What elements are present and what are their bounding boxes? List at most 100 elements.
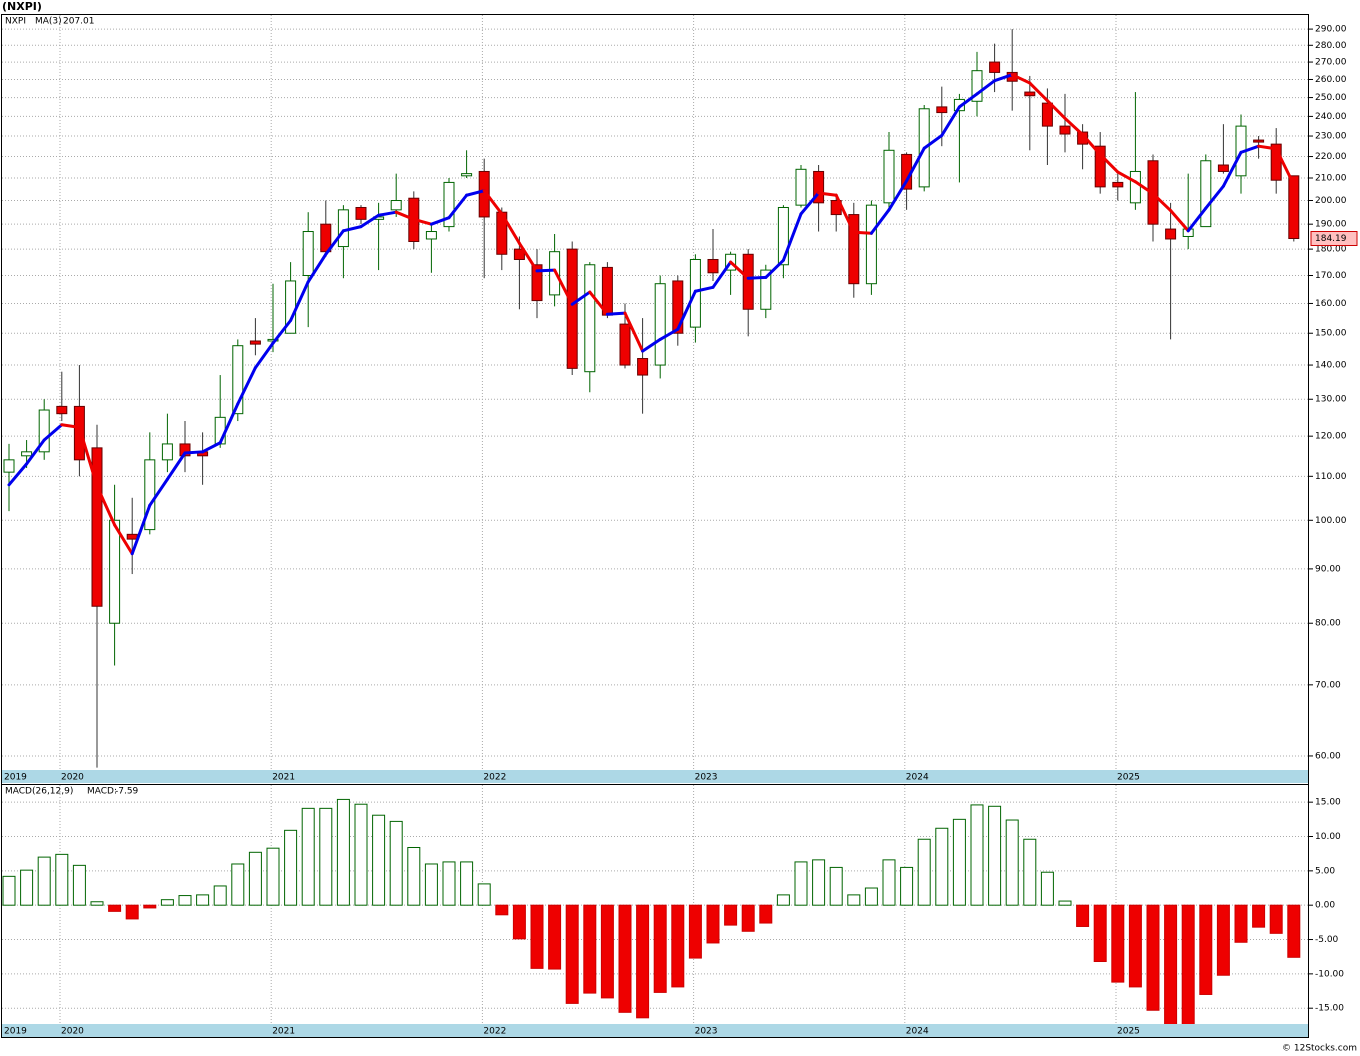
legend-ma-value: 207.01 (63, 17, 95, 27)
macd-bar (864, 887, 878, 906)
ma-line (729, 260, 750, 280)
y-tick-label: 290.00 (1315, 25, 1347, 35)
candle-body (249, 340, 261, 345)
y-tick-label: 130.00 (1315, 395, 1347, 405)
y-tick-label: 240.00 (1315, 112, 1347, 122)
ma-line (25, 438, 46, 466)
macd-bar (319, 807, 333, 906)
candle-body (337, 209, 349, 248)
macd-bar (618, 904, 632, 1013)
candle-body (936, 106, 948, 114)
macd-bar (900, 866, 914, 906)
candle-body (813, 170, 825, 204)
y-tick-label: -5.00 (1315, 935, 1339, 945)
ma-line (201, 441, 222, 454)
macd-bar (1269, 904, 1283, 934)
y-tick-label: 270.00 (1315, 58, 1347, 68)
last-price-label: 184.19 (1315, 234, 1347, 244)
macd-bar (759, 904, 773, 924)
macd-bar (284, 829, 298, 906)
macd-bar (970, 804, 984, 906)
macd-bar (724, 904, 738, 926)
candle-body (461, 173, 473, 177)
x-tick-label: 2022 (483, 1027, 506, 1037)
ma-line (905, 146, 926, 183)
legend-symbol: NXPI (5, 17, 26, 27)
y-tick-label: 220.00 (1315, 152, 1347, 162)
macd-bar (2, 875, 16, 906)
ma-line (1204, 184, 1225, 210)
ma-line (377, 210, 398, 217)
ma-line (482, 189, 504, 216)
macd-bar (1287, 904, 1301, 958)
macd-bar (336, 798, 350, 906)
ma-line (429, 216, 451, 226)
macd-bar (55, 853, 69, 906)
ma-line (1098, 152, 1120, 174)
macd-bar (213, 885, 227, 906)
macd-bar (548, 904, 562, 970)
candle-body (355, 206, 367, 220)
candle-body (637, 358, 649, 376)
macd-bar (1181, 904, 1195, 1024)
ma-line (1010, 73, 1032, 85)
y-tick-label: 110.00 (1315, 472, 1347, 482)
macd-bar (90, 901, 104, 906)
candle-body (390, 200, 402, 211)
macd-bar (1164, 904, 1178, 1024)
candle-body (1200, 160, 1212, 228)
ma-line (1081, 133, 1102, 156)
ma-line (1274, 147, 1296, 187)
ma-line (1186, 206, 1208, 233)
candle-body (1112, 181, 1124, 188)
macd-bar (688, 904, 702, 959)
x-axis-band (2, 770, 1308, 783)
ma-line (324, 229, 345, 256)
last-price-box (1310, 231, 1358, 247)
ma-line (852, 230, 873, 235)
macd-bar (583, 904, 597, 994)
macd-bar (1023, 838, 1037, 906)
candle-body (91, 447, 103, 607)
candle-body (883, 149, 895, 204)
ma-line (693, 285, 715, 293)
x-tick-label: 2022 (483, 773, 506, 783)
ma-line (1169, 209, 1190, 233)
y-tick-label: 70.00 (1315, 680, 1341, 690)
ma-line (746, 275, 768, 280)
candle-body (742, 253, 754, 310)
candle-body (1253, 139, 1265, 143)
candle-body (478, 170, 490, 218)
macd-bar (1040, 871, 1054, 906)
ma-line (517, 241, 539, 273)
candle-body (619, 323, 631, 366)
x-tick-label: 2024 (906, 1027, 929, 1037)
macd-bar (160, 899, 174, 906)
ma-line (1063, 116, 1085, 137)
candle-body (672, 280, 684, 334)
ma-line (1257, 144, 1278, 151)
y-tick-label: 5.00 (1315, 866, 1335, 876)
macd-bar (794, 861, 808, 906)
ma-line (623, 311, 645, 353)
macd-bar (248, 851, 262, 906)
y-tick-label: 120.00 (1315, 432, 1347, 442)
ma-line (359, 213, 381, 229)
candle-body (161, 443, 173, 461)
y-tick-label: 250.00 (1315, 93, 1347, 103)
ma-line (799, 191, 821, 216)
macd-bar (935, 827, 949, 906)
ma-line (1221, 150, 1243, 188)
y-tick-label: 15.00 (1315, 798, 1341, 808)
candle-body (126, 533, 138, 540)
ma-line (306, 252, 328, 284)
y-tick-label: 210.00 (1315, 174, 1347, 184)
macd-bar (565, 904, 579, 1004)
macd-bar (108, 904, 122, 912)
macd-bar (653, 904, 667, 993)
candle-body (1165, 228, 1177, 240)
macd-bar (741, 904, 755, 932)
candle-body (302, 231, 314, 276)
x-tick-label: 2020 (61, 773, 84, 783)
ma-line (993, 73, 1014, 83)
